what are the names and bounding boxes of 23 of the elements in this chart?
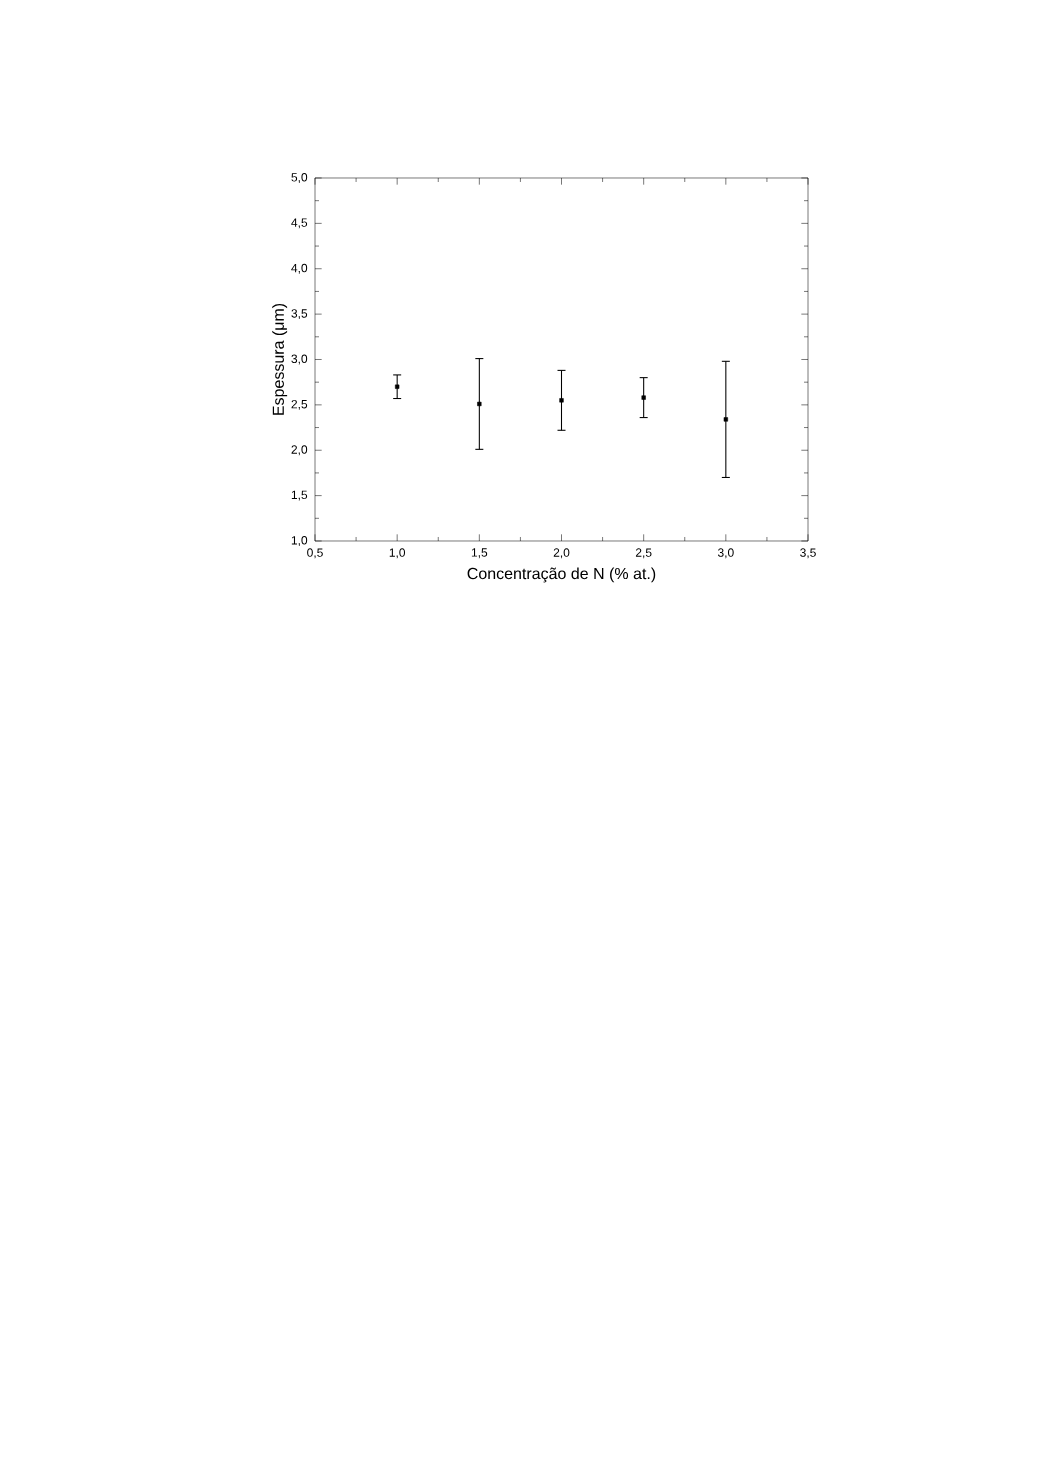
x-tick-label: 1,0 [389,548,406,559]
point [395,384,400,389]
x-tick-label: 2,5 [635,548,652,559]
y-axis-title: Espessura (μm) [272,303,288,415]
y-tick-label: 4,0 [291,263,308,274]
point [559,398,564,403]
point [641,395,646,400]
point [477,401,482,407]
x-axis-title: Concentração de N (% at.) [467,567,656,583]
x-tick-label: 0,5 [307,548,323,559]
y-tick-label: 4,5 [291,218,308,229]
y-tick-label: 3,5 [291,309,308,320]
x-tick-label: 2,0 [553,548,570,559]
y-tick-label: 2,5 [291,399,308,410]
y-tick-label: 3,0 [291,354,308,365]
x-tick-label: 3,5 [800,548,816,559]
point [723,417,728,422]
y-tick-label: 1,5 [291,490,308,501]
x-tick-label: 3,0 [717,548,734,559]
y-tick-label: 1,0 [291,536,308,546]
x-tick-label: 1,5 [471,548,488,559]
y-tick-label: 5,0 [291,173,308,183]
y-tick-label: 2,0 [291,445,308,456]
